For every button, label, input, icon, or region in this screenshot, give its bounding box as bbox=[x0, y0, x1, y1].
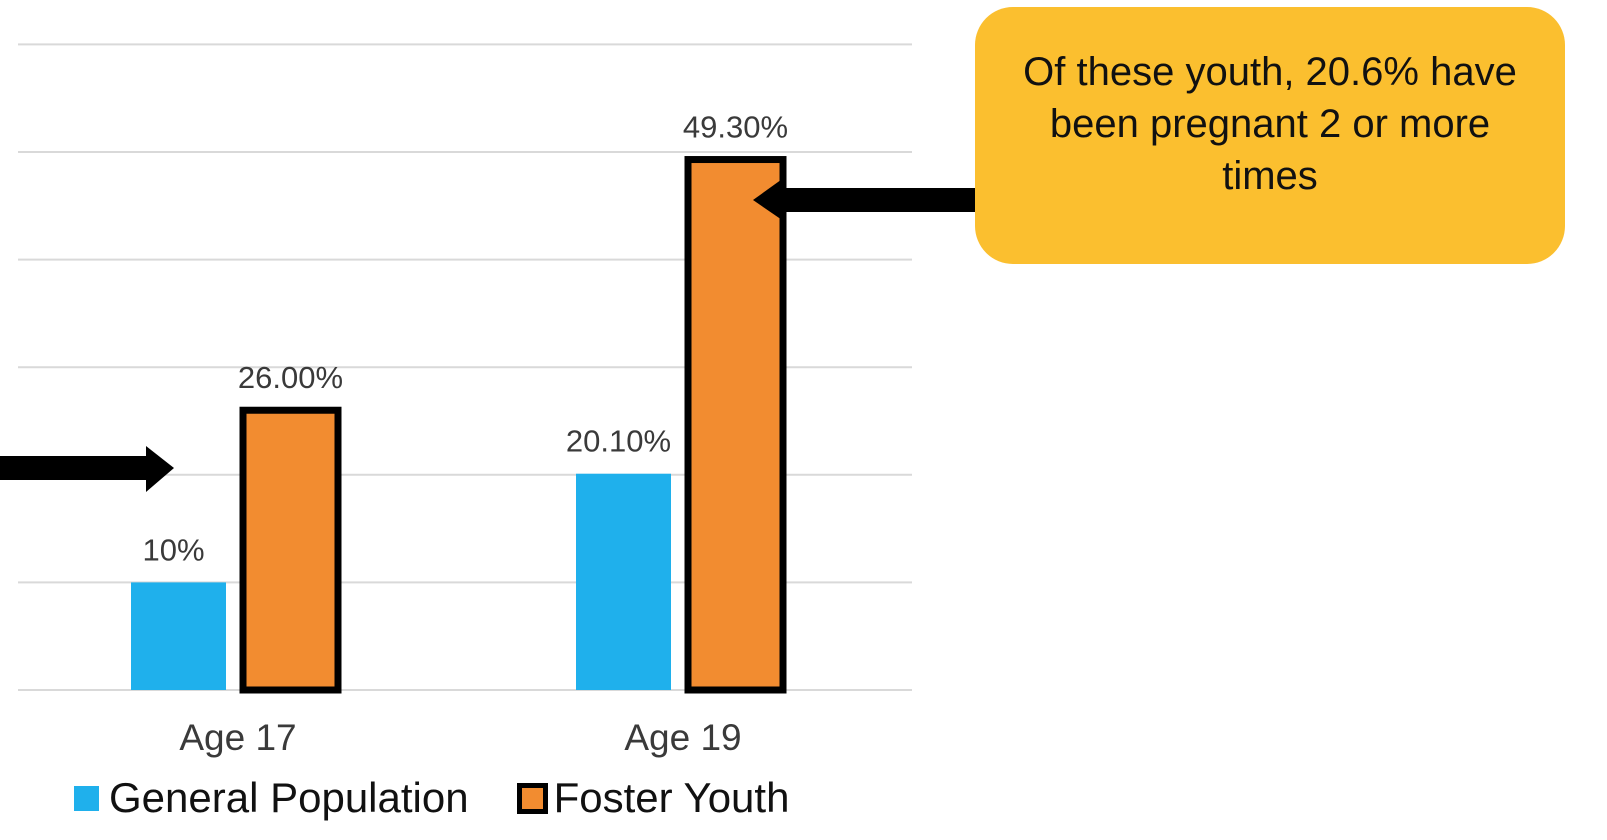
legend-swatch-general-population bbox=[74, 785, 99, 811]
legend-label-foster-youth: Foster Youth bbox=[553, 774, 790, 821]
legend-swatch-foster-youth bbox=[516, 782, 548, 814]
x-tick-label-age-17: Age 17 bbox=[179, 717, 296, 758]
legend: General Population Foster Youth bbox=[74, 770, 837, 826]
callout-box: Of these youth, 20.6% have been pregnant… bbox=[975, 7, 1565, 264]
data-label-general-population-age-19: 20.10% bbox=[566, 424, 671, 459]
bar-general-population-age-17 bbox=[131, 582, 226, 690]
arrow-head-callout bbox=[753, 177, 785, 222]
bar-foster-youth-age-19 bbox=[684, 156, 787, 694]
legend-item-general-population: General Population bbox=[74, 774, 469, 822]
arrow-shaft-left bbox=[0, 456, 148, 480]
data-label-general-population-age-17: 10% bbox=[142, 532, 204, 567]
arrow-head-left bbox=[146, 446, 174, 492]
legend-item-foster-youth: Foster Youth bbox=[516, 774, 790, 822]
bar-general-population-age-19 bbox=[576, 473, 671, 690]
legend-label-general-population: General Population bbox=[109, 774, 469, 821]
data-label-foster-youth-age-19: 49.30% bbox=[683, 110, 788, 145]
callout-text: Of these youth, 20.6% have been pregnant… bbox=[1023, 49, 1517, 198]
x-tick-label-age-19: Age 19 bbox=[624, 717, 741, 758]
bar-foster-youth-age-17 bbox=[239, 406, 342, 694]
data-label-foster-youth-age-17: 26.00% bbox=[238, 360, 343, 395]
